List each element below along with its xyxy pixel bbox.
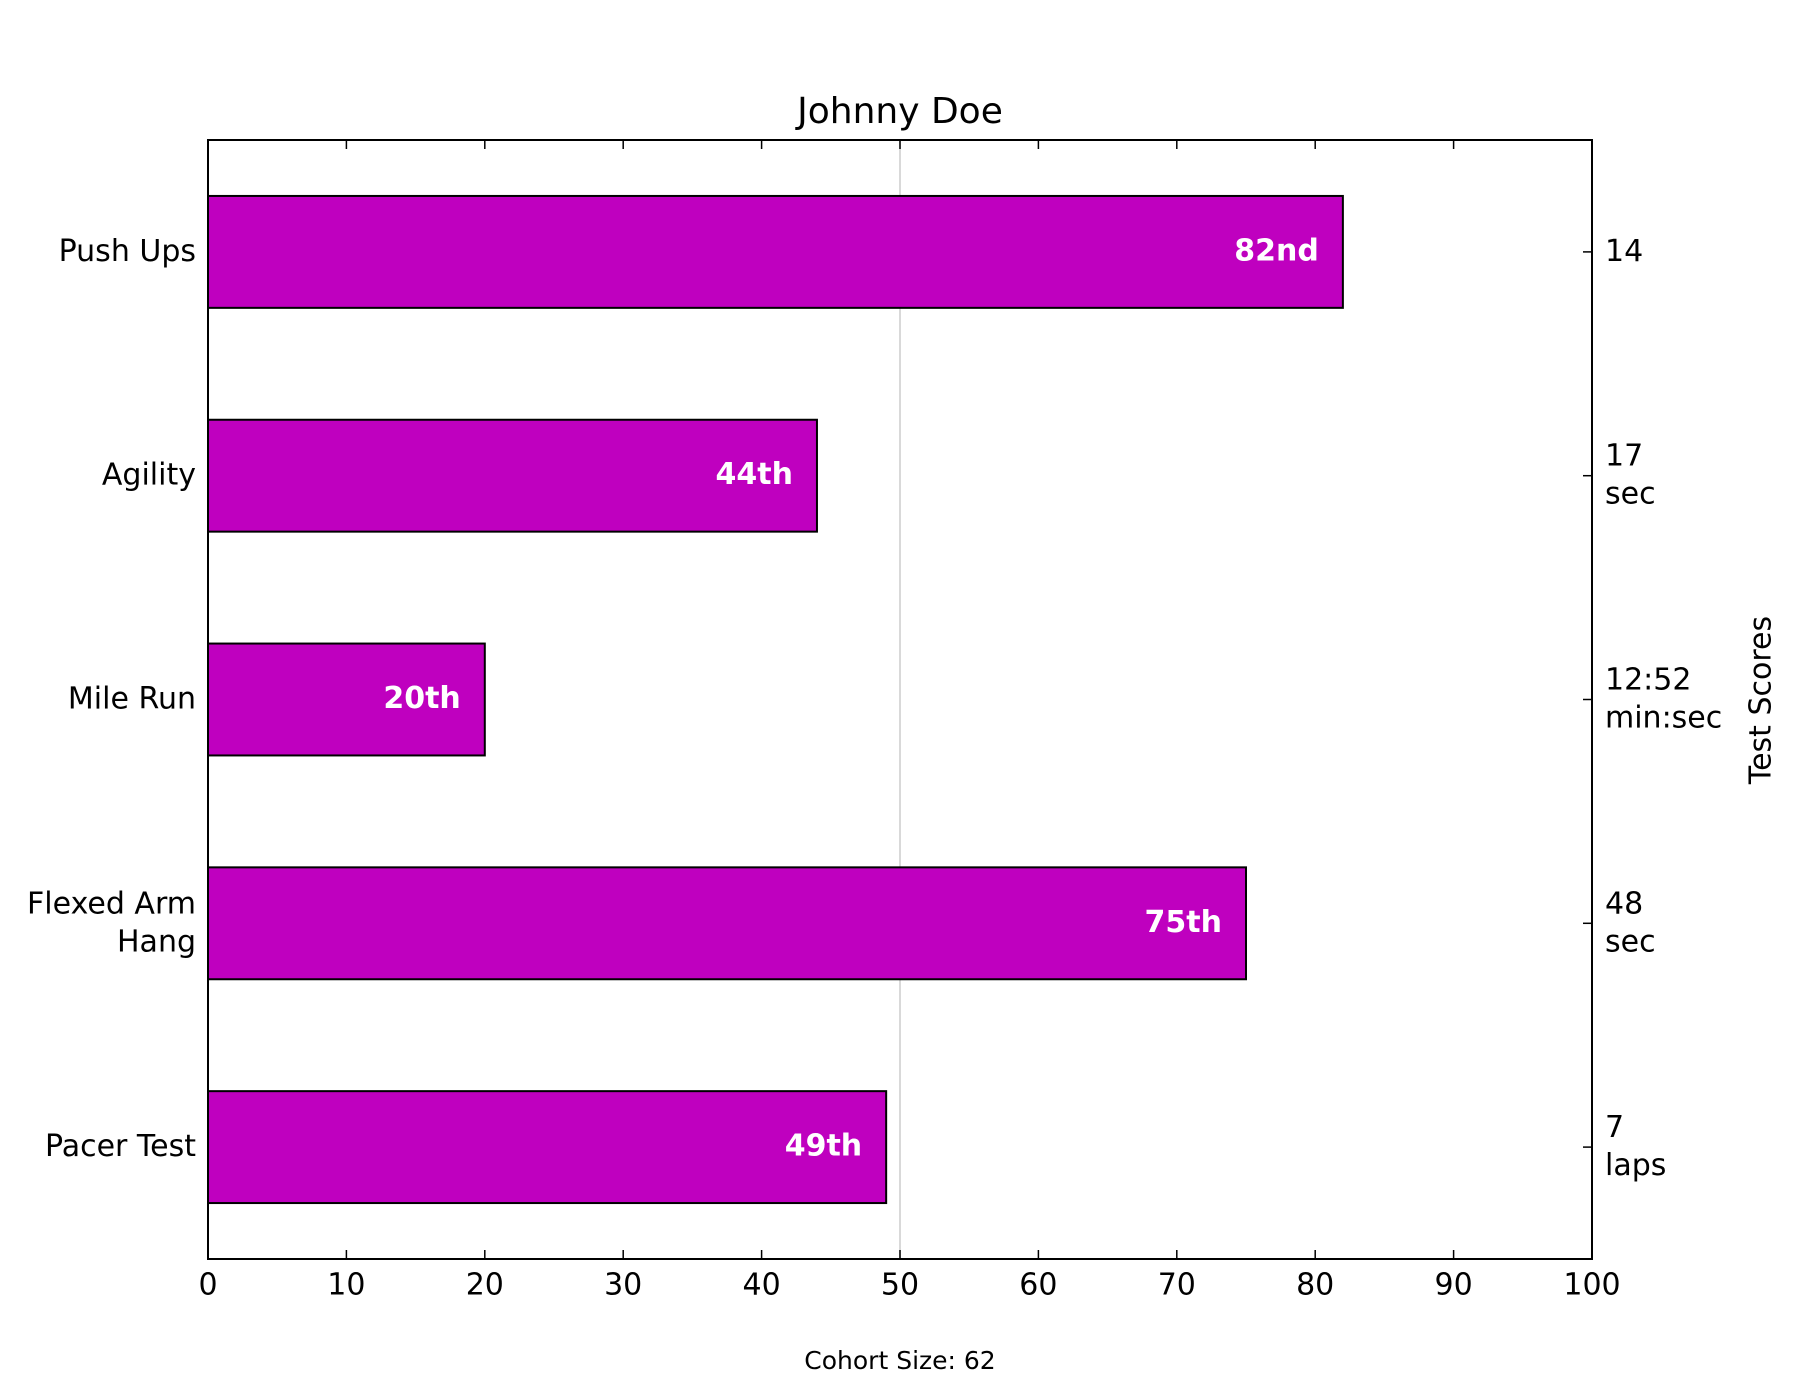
value-label: 75th <box>1145 905 1222 940</box>
chart-title: Johnny Doe <box>795 91 1003 132</box>
value-label: 49th <box>785 1129 862 1164</box>
x-tick-label: 80 <box>1296 1268 1334 1303</box>
x-tick-label: 40 <box>743 1268 781 1303</box>
bar <box>207 1090 888 1205</box>
y2-tick-label: 7 laps <box>1605 1110 1666 1183</box>
plot-frame <box>207 139 1593 1260</box>
x-tick-label: 50 <box>881 1268 919 1303</box>
x-tick-label: 30 <box>604 1268 642 1303</box>
y-tick-label: Push Ups <box>59 233 196 268</box>
y2-tick-label: 12:52 min:sec <box>1605 662 1722 735</box>
x-tick-label: 70 <box>1158 1268 1196 1303</box>
x-tick-label: 60 <box>1019 1268 1057 1303</box>
y2-tick-label: 48 sec <box>1605 886 1656 959</box>
bar <box>207 194 1344 309</box>
value-label: 20th <box>383 681 460 716</box>
x-tick-label: 0 <box>198 1268 217 1303</box>
footnote: Cohort Size: 62 <box>804 1346 995 1375</box>
y2-tick-label: 17 sec <box>1605 438 1656 511</box>
x-tick-label: 10 <box>327 1268 365 1303</box>
y-tick-label: Pacer Test <box>45 1129 196 1164</box>
bar <box>207 418 818 533</box>
value-label: 44th <box>716 457 793 492</box>
y-tick-label: Flexed Arm Hang <box>27 886 196 959</box>
y2-tick-label: 14 <box>1605 233 1643 268</box>
y-tick-label: Mile Run <box>68 681 196 716</box>
y2-axis-label: Test Scores <box>1744 616 1779 785</box>
bar <box>207 866 1247 981</box>
x-tick-label: 100 <box>1563 1268 1620 1303</box>
x-tick-label: 90 <box>1435 1268 1473 1303</box>
value-label: 82nd <box>1234 233 1319 268</box>
bar <box>207 642 486 757</box>
y-tick-label: Agility <box>102 457 196 492</box>
x-tick-label: 20 <box>466 1268 504 1303</box>
